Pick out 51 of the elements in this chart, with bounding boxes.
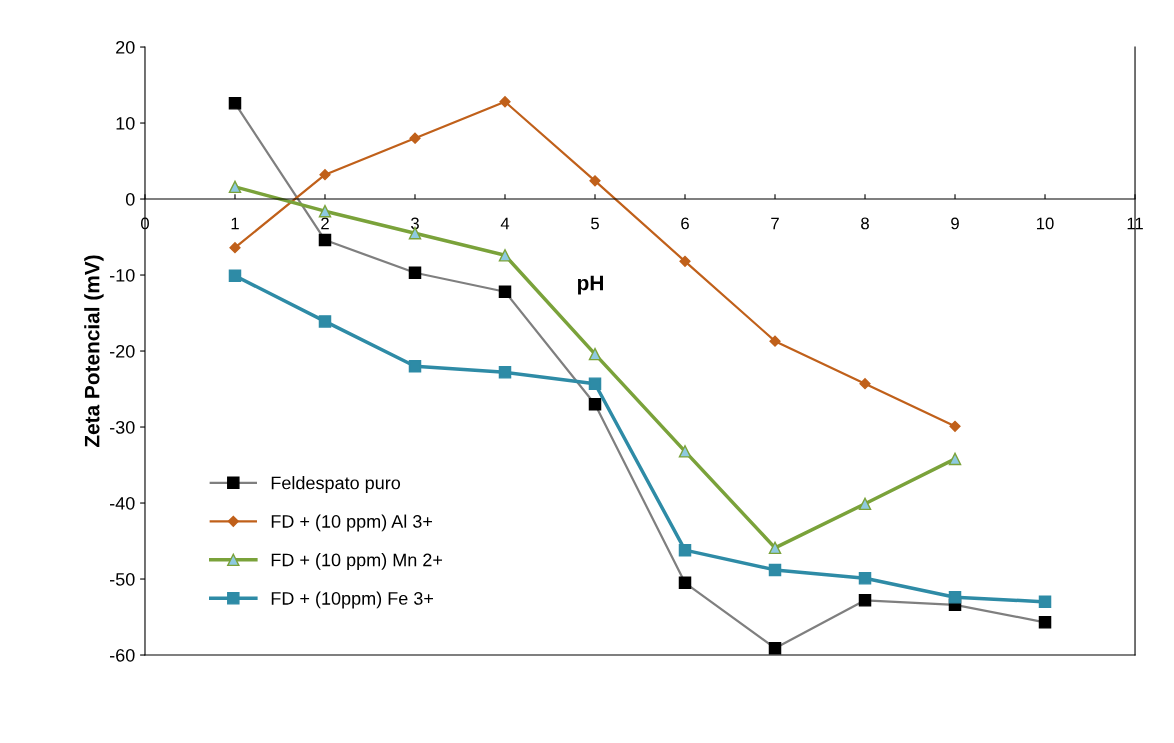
y-tick-label: 10 xyxy=(116,116,135,130)
x-axis-title: pH xyxy=(577,275,603,295)
y-tick-label: 20 xyxy=(116,40,135,54)
x-tick-label: 10 xyxy=(1037,217,1054,230)
point xyxy=(679,255,691,267)
legend-label: FD + (10ppm) Fe 3+ xyxy=(271,591,433,609)
point xyxy=(948,591,962,604)
y-tick-label: 0 xyxy=(125,192,135,206)
point xyxy=(678,543,692,557)
y-tick-label: -10 xyxy=(109,268,135,282)
x-tick-label: 1 xyxy=(231,217,239,230)
point xyxy=(1038,595,1052,609)
legend-label: Feldespato puro xyxy=(271,476,401,493)
point xyxy=(229,242,241,254)
point xyxy=(498,249,512,262)
x-tick-label: 6 xyxy=(681,217,689,230)
point xyxy=(228,180,242,194)
y-tick-label: -40 xyxy=(109,496,135,510)
point xyxy=(859,378,871,390)
point xyxy=(588,347,602,361)
point xyxy=(498,366,512,379)
y-tick-label: -20 xyxy=(109,344,135,358)
y-tick-label: -50 xyxy=(109,572,135,586)
point xyxy=(949,420,961,432)
point xyxy=(409,132,421,144)
legend-label: FD + (10 ppm) Al 3+ xyxy=(271,514,433,532)
point xyxy=(768,563,782,577)
point xyxy=(228,269,242,283)
point xyxy=(678,445,692,458)
point xyxy=(858,497,872,511)
x-tick-label: 8 xyxy=(861,217,869,230)
point xyxy=(588,377,602,390)
point xyxy=(499,96,511,108)
point xyxy=(769,335,781,347)
point xyxy=(408,359,422,373)
x-tick-label: 7 xyxy=(771,217,779,230)
x-tick-label: 9 xyxy=(951,217,959,230)
x-tick-label: 2 xyxy=(321,217,329,230)
point xyxy=(318,204,332,218)
point xyxy=(589,175,601,187)
point xyxy=(768,541,782,555)
y-axis-title: Zeta Potencial (mV) xyxy=(84,255,104,448)
x-tick-label: 4 xyxy=(500,217,510,230)
y-tick-label: -30 xyxy=(109,420,135,434)
y-tick-label: -60 xyxy=(109,648,135,662)
legend-label: FD + (10 ppm) Mn 2+ xyxy=(271,553,443,570)
x-tick-label: 5 xyxy=(591,217,599,230)
point xyxy=(948,452,962,466)
point xyxy=(319,169,331,181)
point xyxy=(318,315,332,328)
point xyxy=(858,572,872,585)
